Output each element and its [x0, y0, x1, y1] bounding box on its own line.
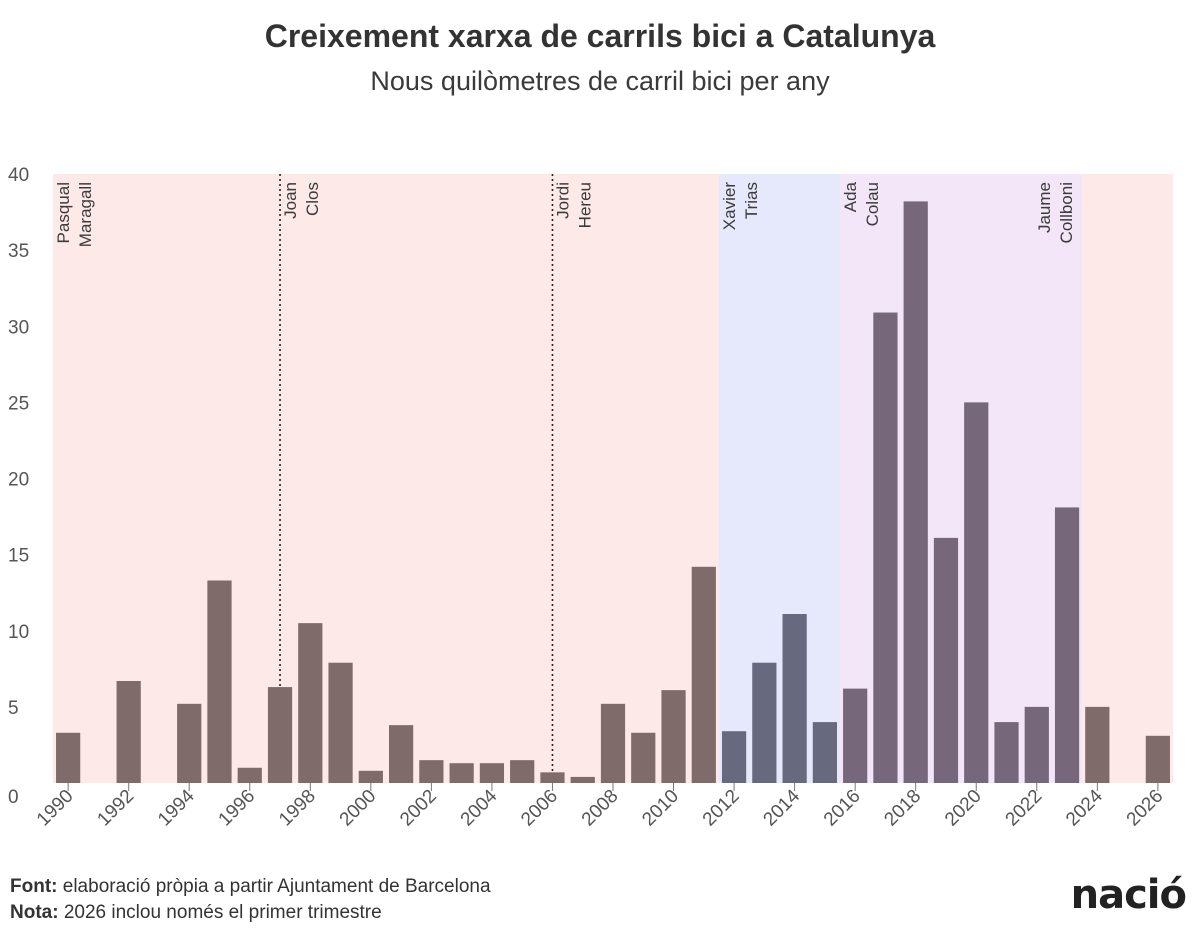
bar-2000: [358, 770, 383, 783]
footer: Font: elaboració pròpia a partir Ajuntam…: [10, 874, 491, 926]
mayor-label: Xavier: [720, 182, 739, 231]
note-line: Nota: 2026 inclou només el primer trimes…: [10, 900, 491, 926]
bar-2003: [449, 763, 474, 783]
bar-1990: [56, 732, 81, 783]
x-tick-label: 1996: [215, 786, 260, 831]
bar-2018: [903, 201, 928, 783]
mayor-label: Jordi: [553, 182, 572, 219]
y-tick-label: 40: [8, 165, 29, 186]
note-text: 2026 inclou només el primer trimestre: [63, 902, 382, 923]
bar-1995: [207, 580, 232, 783]
x-tick-label: 2020: [941, 786, 986, 831]
x-tick-label: 2026: [1123, 786, 1168, 831]
bar-2001: [389, 725, 414, 783]
y-tick-label: 5: [8, 698, 19, 719]
mayor-label: Joan: [281, 182, 300, 219]
x-tick-label: 2000: [336, 786, 381, 831]
bar-1992: [116, 680, 141, 783]
x-tick-label: 1994: [154, 785, 199, 830]
bar-chart: 0 5 10 15 20 25 30 35 40 1990 1992 1994 1996 1998 2000…: [8, 165, 1173, 831]
period-background-1: [280, 174, 553, 783]
bar-1998: [298, 623, 323, 783]
mayor-label: Pasqual: [54, 182, 73, 243]
mayor-label: Trias: [742, 182, 761, 219]
chart-title: Creixement xarxa de carrils bici a Catal…: [264, 18, 936, 54]
bar-2011: [691, 566, 716, 783]
x-tick-label: 2012: [699, 786, 744, 831]
x-tick-label: 1992: [93, 786, 138, 831]
bar-2012: [721, 731, 747, 783]
note-label: Nota:: [10, 902, 59, 923]
x-tick-label: 2004: [457, 785, 502, 830]
x-tick-label: 1990: [33, 786, 78, 831]
period-background-2: [552, 174, 719, 783]
mayor-label: Ada: [841, 181, 860, 212]
mayor-label: Hereu: [575, 182, 594, 228]
bar-2024: [1085, 706, 1110, 783]
y-tick-label: 0: [8, 787, 19, 808]
bar-2002: [419, 760, 444, 783]
bar-2005: [510, 760, 535, 783]
x-tick-label: 1998: [275, 786, 320, 831]
x-tick-label: 2016: [820, 786, 865, 831]
bar-2019: [933, 537, 959, 783]
y-tick-label: 10: [8, 622, 29, 643]
period-background-0: [53, 174, 281, 783]
bar-1997: [267, 687, 293, 783]
bar-2017: [873, 312, 898, 783]
source-line: Font: elaboració pròpia a partir Ajuntam…: [10, 874, 491, 900]
bar-2006: [540, 772, 565, 783]
mayor-label: Colau: [863, 182, 882, 226]
bar-2004: [479, 763, 505, 783]
y-tick-label: 25: [8, 393, 29, 414]
x-tick-label: 2006: [517, 786, 562, 831]
period-background-3: [718, 174, 841, 783]
bar-2014: [782, 614, 807, 783]
bar-2020: [964, 402, 989, 783]
bar-2009: [631, 732, 656, 783]
chart-subtitle: Nous quilòmetres de carril bici per any: [370, 66, 830, 96]
source-label: Font:: [10, 876, 58, 897]
bar-2026: [1145, 735, 1170, 783]
x-tick-label: 2014: [759, 785, 804, 830]
mayor-label: Collboni: [1057, 182, 1076, 243]
mayor-label: Maragall: [76, 182, 95, 247]
x-tick-label: 2010: [638, 786, 683, 831]
x-tick-label: 2002: [396, 786, 441, 831]
bar-2016: [843, 688, 868, 783]
x-tick-label: 2018: [880, 786, 925, 831]
x-tick-label: 2024: [1062, 785, 1107, 830]
y-tick-label: 15: [8, 546, 29, 567]
x-tick-label: 2022: [1002, 786, 1047, 831]
bar-1994: [177, 703, 202, 783]
bar-2021: [994, 722, 1019, 783]
mayor-label: Clos: [303, 182, 322, 216]
bar-2015: [812, 722, 837, 783]
bar-2007: [570, 776, 595, 783]
bar-2022: [1024, 706, 1049, 783]
bar-2023: [1054, 507, 1080, 783]
bar-1999: [328, 662, 353, 783]
bar-2013: [752, 662, 777, 783]
period-background-5: [1082, 174, 1173, 783]
bar-1996: [237, 767, 262, 783]
bar-2010: [661, 690, 686, 783]
x-tick-label: 2008: [578, 786, 623, 831]
source-text: elaboració pròpia a partir Ajuntament de…: [62, 876, 491, 897]
y-tick-label: 35: [8, 241, 29, 262]
y-tick-label: 30: [8, 317, 29, 338]
bar-2008: [600, 703, 626, 783]
brand-logo[interactable]: nació: [1070, 872, 1187, 918]
y-tick-label: 20: [8, 470, 29, 491]
mayor-label: Jaume: [1035, 182, 1054, 233]
